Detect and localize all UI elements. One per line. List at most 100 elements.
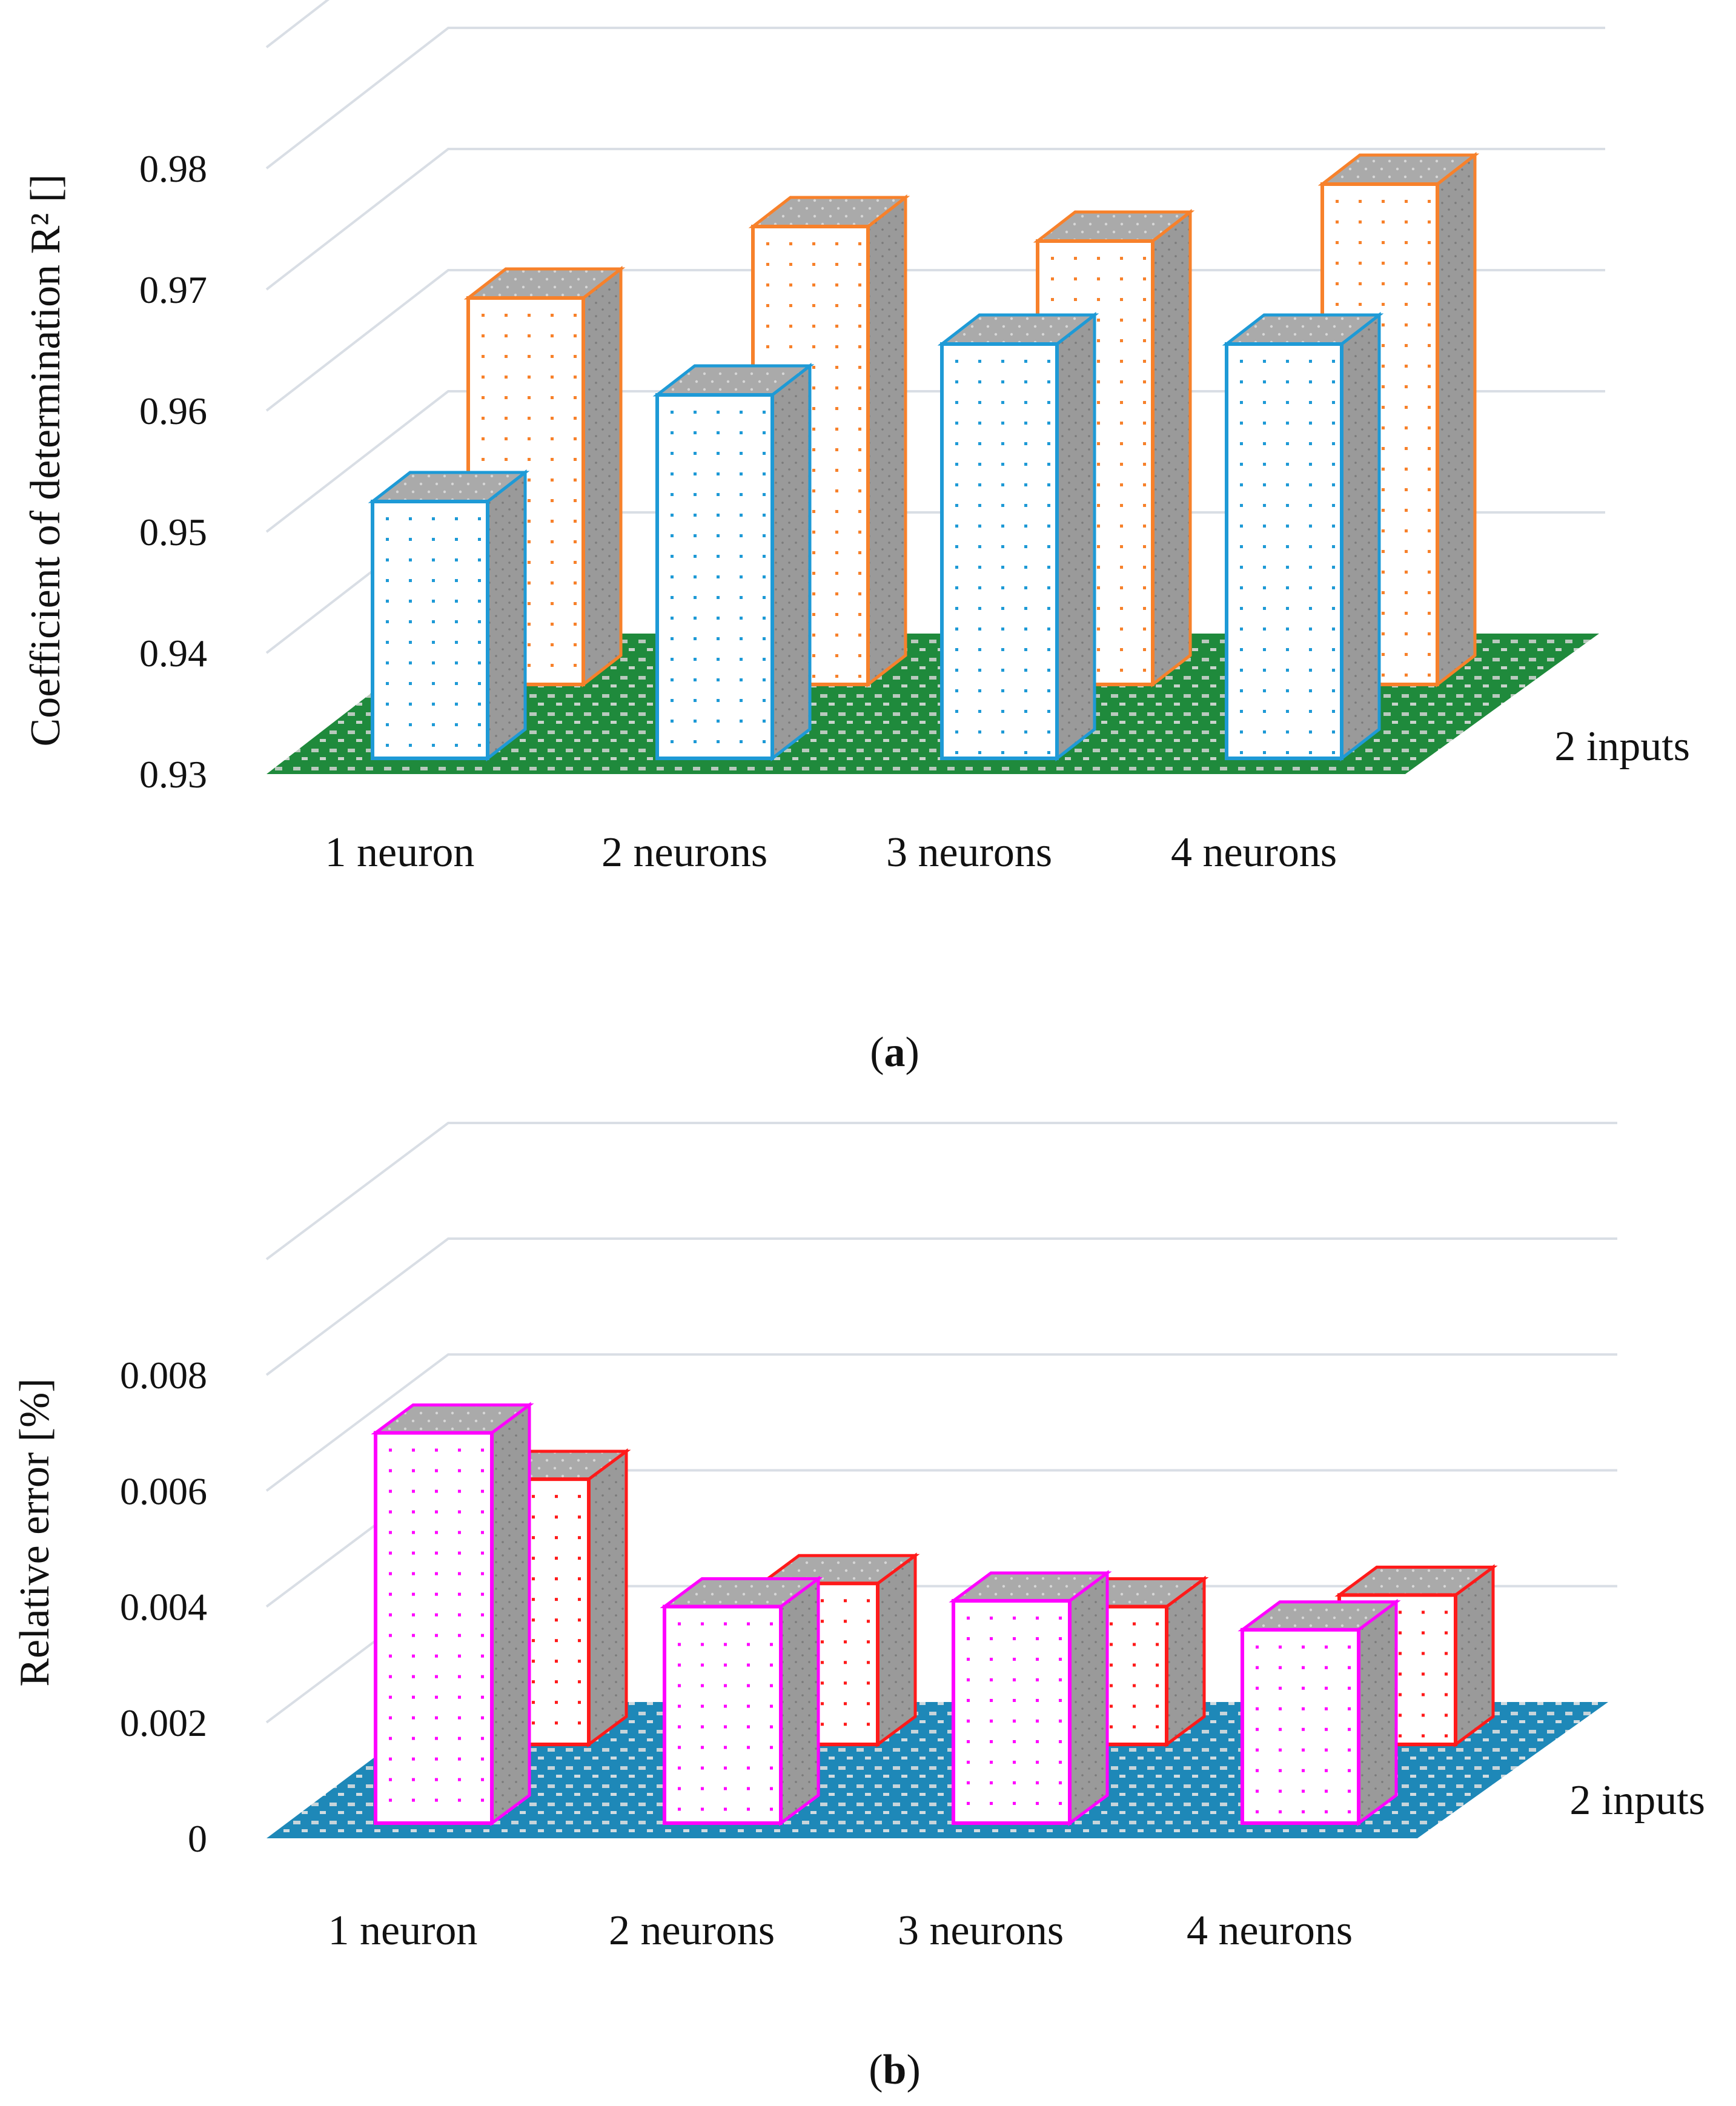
chart-b-bar-dot	[532, 1598, 535, 1601]
chart-b-bar-side	[587, 1448, 628, 1747]
chart-a-bar-dot	[1332, 483, 1335, 486]
chart-a-bar-dot	[551, 417, 554, 420]
chart-b-bar-dot	[821, 1620, 824, 1623]
chart-a-bar-dot	[574, 458, 577, 461]
chart-a-bar-dot	[858, 345, 861, 348]
chart-b-bar-dot	[844, 1681, 847, 1685]
chart-a-bar-front	[1225, 342, 1343, 760]
chart-a-category-label: 3 neurons	[886, 829, 1052, 876]
chart-b-bar-dot	[770, 1684, 773, 1687]
chart-b-bar-dot	[458, 1489, 461, 1493]
chart-b-bar-dot	[481, 1634, 484, 1637]
chart-a-bar-dot	[1263, 463, 1266, 466]
chart-a-bar-dot	[812, 510, 815, 513]
chart-b-bar-dot	[1325, 1748, 1328, 1752]
chart-b-bar-dot	[435, 1572, 438, 1575]
chart-b-bar-dot	[1302, 1707, 1305, 1710]
chart-a-bar-dot	[1047, 380, 1050, 383]
chart-a-bar-dot	[1024, 504, 1027, 507]
chart-b-bar-dot	[1325, 1810, 1328, 1813]
chart-b-bar-dot	[770, 1704, 773, 1708]
chart-a-bar-dot	[1286, 627, 1289, 631]
chart-a-bar-dot	[1382, 591, 1385, 594]
chart-b-bar-dot	[701, 1807, 704, 1811]
chart-b-bar-dot	[990, 1781, 993, 1784]
chart-a-bar-dot	[528, 623, 531, 626]
chart-a-bar-dot	[1047, 689, 1050, 692]
chart-a-bar-dot	[978, 401, 981, 404]
chart-a-bar-dot	[1263, 483, 1266, 486]
chart-a-bar-dot	[574, 437, 577, 440]
chart-b-bar-dot	[678, 1704, 681, 1708]
chart-a-y-axis-title: Coefficient of determination R² []	[22, 174, 69, 747]
chart-a-bar-dot	[1097, 525, 1100, 528]
chart-a-bar-dot	[1332, 401, 1335, 404]
chart-a-bar-dot	[1120, 525, 1123, 528]
chart-b-bar-dot	[481, 1798, 484, 1802]
chart-a-bar-dot	[1240, 730, 1243, 733]
chart-b-bar-dot	[1256, 1789, 1259, 1793]
chart-a-bar-dot	[763, 720, 766, 723]
chart-a-bar-dot	[766, 304, 769, 307]
chart-a-bar-dot	[1405, 488, 1408, 491]
chart-a-bar-dot	[1405, 632, 1408, 635]
chart-a-bar-dot	[955, 483, 958, 486]
chart-b-bar-dot	[1156, 1622, 1159, 1626]
chart-a-bar-dot	[1405, 550, 1408, 553]
chart-a-bar-dot	[1001, 463, 1004, 466]
chart-a-bar-dot	[528, 561, 531, 564]
chart-a-bar-dot	[955, 401, 958, 404]
chart-a-bar-dot	[1382, 468, 1385, 471]
chart-a-bar-dot	[574, 355, 577, 358]
chart-a-bar-dot	[482, 458, 485, 461]
chart-b-bar-dot	[412, 1531, 415, 1534]
chart-b-bar-dot	[1110, 1684, 1113, 1687]
chart-b-bar-dot	[1325, 1789, 1328, 1793]
chart-a-bar-dot	[1097, 360, 1100, 363]
chart-a-bar-dot	[1097, 483, 1100, 486]
chart-a-bar-dot	[835, 675, 838, 678]
chart-a-bar-dot	[1428, 323, 1431, 326]
chart-a-bar-dot	[1359, 241, 1362, 244]
chart-a-bar-dot	[1097, 298, 1100, 301]
chart-b-bar-dot	[1133, 1643, 1136, 1646]
chart-a-bar-dot	[978, 710, 981, 713]
chart-b-bar-dot	[1348, 1810, 1351, 1813]
chart-b-bar-dot	[578, 1598, 581, 1601]
chart-b-bar-dot	[1348, 1748, 1351, 1752]
chart-a-bar-dot	[978, 360, 981, 363]
chart-a-bar-dot	[1143, 586, 1146, 589]
chart-a-bar-dot	[1047, 401, 1050, 404]
chart-a-bar-dot	[1405, 426, 1408, 429]
panel-letter-a: a	[884, 1029, 906, 1076]
chart-a-bar-dot	[671, 534, 674, 537]
chart-a-bar-dot	[1240, 689, 1243, 692]
chart-a-bar-dot	[1240, 669, 1243, 672]
chart-a-bar-dot	[1332, 607, 1335, 610]
chart-a-bar-dot	[386, 641, 389, 644]
chart-b-bar-dot	[1133, 1684, 1136, 1687]
chart-b-bar-dot	[724, 1684, 727, 1687]
chart-a-bar-dot	[1286, 504, 1289, 507]
chart-a-bar-dot	[812, 283, 815, 286]
chart-b-bar-dot	[747, 1684, 750, 1687]
chart-a-bar-side	[1151, 208, 1192, 688]
chart-a: 0.93 0.94 0.95 0.96 0.97 0.98 1 neuron 2 neur…	[22, 0, 1690, 1076]
chart-a-bar-dot	[1263, 710, 1266, 713]
chart-a-bar-dot	[1143, 525, 1146, 528]
chart-a-bar-dot	[455, 744, 458, 747]
chart-a-bar-dot	[812, 304, 815, 307]
chart-a-bar-dot	[740, 617, 743, 620]
chart-b-bar-dot	[967, 1698, 970, 1702]
chart-a-bar-dot	[694, 431, 697, 434]
chart-a-bar-dot	[1047, 545, 1050, 548]
chart-a-bar-dot	[478, 558, 481, 561]
chart-a-bar-dot	[1332, 669, 1335, 672]
chart-a-bar-dot	[835, 283, 838, 286]
chart-a-gridline	[265, 27, 1605, 170]
chart-a-bar-dot	[1097, 339, 1100, 342]
chart-b-bar-dot	[555, 1536, 558, 1540]
chart-a-bar-dot	[694, 658, 697, 661]
chart-b-bar-dot	[412, 1448, 415, 1452]
chart-a-bar-dot	[955, 566, 958, 569]
